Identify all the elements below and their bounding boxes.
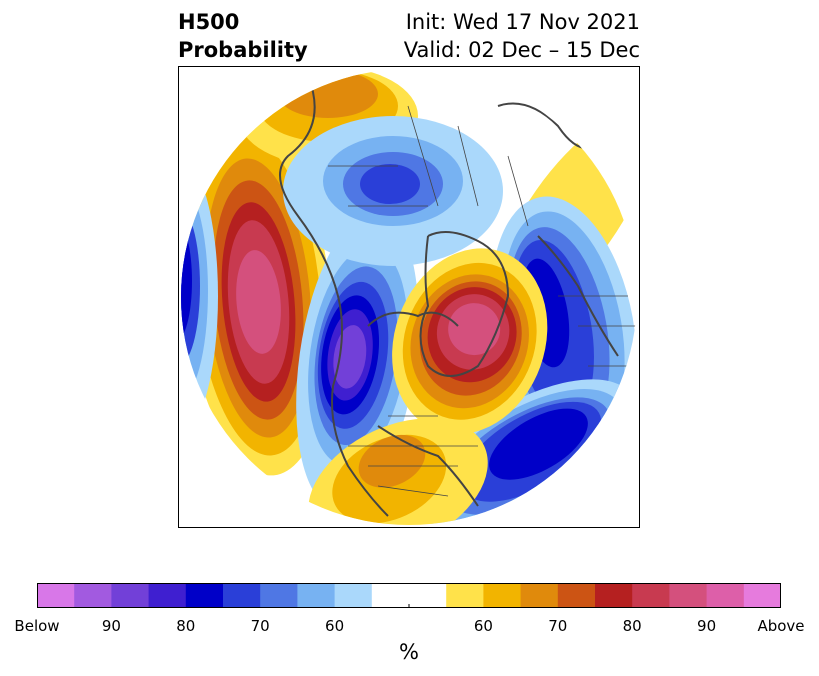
colorbar-swatch bbox=[409, 583, 447, 608]
colorbar-tick-label: 80 bbox=[176, 617, 196, 635]
colorbar-swatch bbox=[520, 583, 559, 608]
colorbar-tick-label: 70 bbox=[250, 617, 270, 635]
valid-range: Valid: 02 Dec – 15 Dec bbox=[403, 38, 640, 62]
colorbar-swatch bbox=[74, 583, 112, 608]
colorbar-tick-label: Below bbox=[14, 617, 60, 635]
probability-map bbox=[178, 66, 640, 528]
colorbar-swatch bbox=[297, 583, 336, 608]
colorbar-swatch bbox=[446, 583, 484, 608]
title-left: H500 Probability bbox=[178, 8, 308, 64]
colorbar-swatch bbox=[483, 583, 522, 608]
colorbar-tick-label: Above bbox=[757, 617, 805, 635]
colorbar-swatch bbox=[148, 583, 187, 608]
colorbar-tick-label: 60 bbox=[325, 617, 345, 635]
colorbar-swatch bbox=[595, 583, 633, 608]
colorbar-swatch bbox=[111, 583, 150, 608]
colorbar-swatch bbox=[37, 583, 75, 608]
colorbar-swatch bbox=[557, 583, 596, 608]
title-right: Init: Wed 17 Nov 2021 Valid: 02 Dec – 15… bbox=[404, 8, 640, 64]
colorbar bbox=[37, 583, 782, 608]
colorbar-tick-label: 80 bbox=[622, 617, 642, 635]
colorbar-tick-label: 60 bbox=[473, 617, 493, 635]
colorbar-swatch bbox=[706, 583, 745, 608]
borders bbox=[328, 105, 637, 497]
siberia-negative-anomaly bbox=[283, 116, 503, 266]
colorbar-swatch bbox=[743, 583, 782, 608]
colorbar-svg bbox=[37, 583, 782, 608]
colorbar-swatch bbox=[223, 583, 261, 608]
colorbar-tick-label: 90 bbox=[697, 617, 717, 635]
colorbar-unit: % bbox=[399, 640, 419, 664]
title-product: Probability bbox=[178, 38, 308, 62]
map-svg bbox=[178, 66, 640, 528]
init-date: Init: Wed 17 Nov 2021 bbox=[405, 10, 640, 34]
colorbar-tick-label: 70 bbox=[548, 617, 568, 635]
colorbar-swatch bbox=[371, 583, 410, 608]
colorbar-swatch bbox=[185, 583, 224, 608]
coastlines bbox=[279, 75, 629, 517]
colorbar-swatch bbox=[632, 583, 670, 608]
colorbar-tick-label: 90 bbox=[101, 617, 121, 635]
colorbar-swatch bbox=[334, 583, 373, 608]
title-variable: H500 bbox=[178, 10, 240, 34]
colorbar-swatch bbox=[669, 583, 708, 608]
colorbar-swatch bbox=[260, 583, 298, 608]
